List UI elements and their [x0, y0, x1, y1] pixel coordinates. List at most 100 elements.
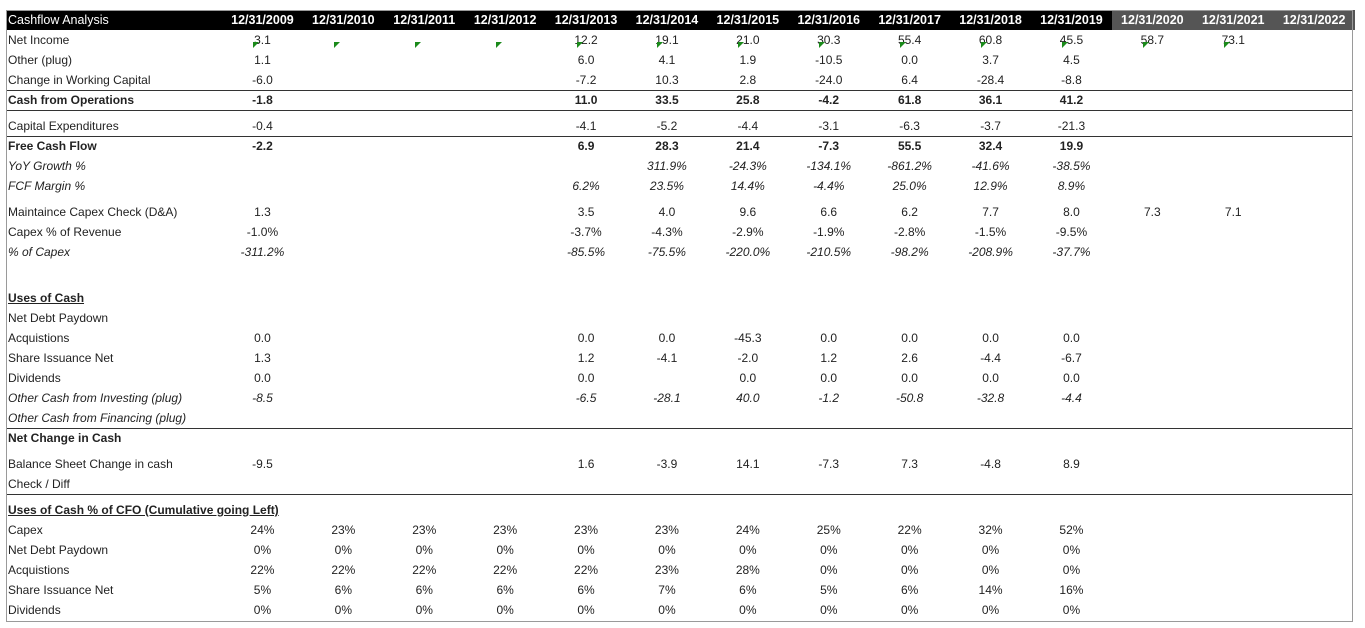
cell-net-debt-paydown-4[interactable]: 0% — [577, 543, 595, 557]
cell-net-income-7[interactable]: 30.3 — [817, 33, 841, 47]
cell-maintaince-capex-check-d-a-12[interactable]: 7.1 — [1224, 205, 1242, 219]
cell-share-issuance-net-0[interactable]: 1.3 — [254, 351, 271, 365]
cell-other-plug-9[interactable]: 3.7 — [982, 53, 999, 67]
cell-net-income-9[interactable]: 60.8 — [978, 33, 1003, 47]
cell-maintaince-capex-check-d-a-0[interactable]: 1.3 — [254, 205, 271, 219]
cell-dividends-0[interactable]: 0% — [253, 603, 272, 617]
cell-acquistions-2[interactable]: 22% — [412, 563, 437, 577]
cell-free-cash-flow-9[interactable]: 32.4 — [978, 139, 1003, 153]
cell-share-issuance-net-6[interactable]: -2.0 — [737, 351, 759, 365]
cell-share-issuance-net-1[interactable]: 6% — [334, 583, 352, 597]
cell-capex-3[interactable]: 23% — [493, 523, 518, 537]
cell-dividends-7[interactable]: 0.0 — [820, 371, 838, 385]
cell-capital-expenditures-4[interactable]: -4.1 — [575, 119, 597, 133]
cell-free-cash-flow-4[interactable]: 6.9 — [577, 139, 595, 153]
cell-yoy-growth-9[interactable]: -41.6% — [971, 159, 1010, 173]
cell-balance-sheet-change-in-cash-10[interactable]: 8.9 — [1063, 457, 1080, 471]
cell-dividends-4[interactable]: 0% — [577, 603, 595, 617]
cell-other-plug-0[interactable]: 1.1 — [254, 53, 271, 67]
cell-balance-sheet-change-in-cash-5[interactable]: -3.9 — [656, 457, 678, 471]
cell-maintaince-capex-check-d-a-9[interactable]: 7.7 — [982, 205, 999, 219]
cell-capital-expenditures-9[interactable]: -3.7 — [980, 119, 1001, 133]
cell-other-plug-4[interactable]: 6.0 — [577, 53, 595, 67]
cell-share-issuance-net-4[interactable]: 6% — [577, 583, 595, 597]
cell-share-issuance-net-0[interactable]: 5% — [253, 583, 272, 597]
cell-capex-of-revenue-10[interactable]: -9.5% — [1055, 225, 1088, 239]
cell-other-plug-6[interactable]: 1.9 — [739, 53, 757, 67]
cell-acquistions-8[interactable]: 0.0 — [901, 331, 918, 345]
cell-capital-expenditures-8[interactable]: -6.3 — [899, 119, 920, 133]
cell-other-plug-10[interactable]: 4.5 — [1063, 53, 1080, 67]
cell-capex-of-revenue-4[interactable]: -3.7% — [570, 225, 602, 239]
cell-cash-from-operations-0[interactable]: -1.8 — [252, 93, 273, 107]
cell-of-capex-9[interactable]: -208.9% — [968, 245, 1013, 259]
cell-share-issuance-net-10[interactable]: -6.7 — [1061, 351, 1082, 365]
cell-cash-from-operations-9[interactable]: 36.1 — [978, 93, 1003, 107]
cell-capex-1[interactable]: 23% — [331, 523, 356, 537]
cell-free-cash-flow-10[interactable]: 19.9 — [1059, 139, 1084, 153]
cell-of-capex-10[interactable]: -37.7% — [1052, 245, 1091, 259]
cell-acquistions-5[interactable]: 0.0 — [658, 331, 676, 345]
cell-dividends-10[interactable]: 0.0 — [1063, 371, 1080, 385]
cell-net-income-4[interactable]: 12.2 — [574, 33, 598, 47]
cell-change-in-working-capital-4[interactable]: -7.2 — [575, 73, 597, 87]
cell-share-issuance-net-9[interactable]: -4.4 — [980, 351, 1001, 365]
cell-dividends-1[interactable]: 0% — [334, 603, 352, 617]
cell-acquistions-3[interactable]: 22% — [493, 563, 518, 577]
cell-capex-9[interactable]: 32% — [978, 523, 1003, 537]
cell-free-cash-flow-5[interactable]: 28.3 — [655, 139, 679, 153]
cell-capex-of-revenue-5[interactable]: -4.3% — [651, 225, 683, 239]
cell-dividends-3[interactable]: 0% — [496, 603, 514, 617]
cell-capex-7[interactable]: 25% — [816, 523, 841, 537]
cell-acquistions-10[interactable]: 0.0 — [1063, 331, 1080, 345]
cell-balance-sheet-change-in-cash-7[interactable]: -7.3 — [818, 457, 840, 471]
cell-acquistions-6[interactable]: 28% — [735, 563, 760, 577]
cell-net-income-11[interactable]: 58.7 — [1140, 33, 1165, 47]
cell-capital-expenditures-10[interactable]: -21.3 — [1057, 119, 1086, 133]
cell-dividends-6[interactable]: 0% — [739, 603, 757, 617]
cell-dividends-2[interactable]: 0% — [415, 603, 433, 617]
cell-cash-from-operations-8[interactable]: 61.8 — [897, 93, 922, 107]
cell-cash-from-operations-6[interactable]: 25.8 — [736, 93, 760, 107]
cell-capex-6[interactable]: 24% — [735, 523, 760, 537]
cell-net-income-6[interactable]: 21.0 — [736, 33, 760, 47]
cell-capital-expenditures-5[interactable]: -5.2 — [656, 119, 678, 133]
cell-acquistions-9[interactable]: 0.0 — [982, 331, 999, 345]
cell-change-in-working-capital-7[interactable]: -24.0 — [815, 73, 843, 87]
cell-net-income-8[interactable]: 55.4 — [897, 33, 922, 47]
cell-change-in-working-capital-6[interactable]: 2.8 — [739, 73, 757, 87]
cell-share-issuance-net-8[interactable]: 2.6 — [901, 351, 918, 365]
cell-net-debt-paydown-3[interactable]: 0% — [496, 543, 514, 557]
cell-maintaince-capex-check-d-a-4[interactable]: 3.5 — [577, 205, 595, 219]
cell-free-cash-flow-0[interactable]: -2.2 — [252, 139, 273, 153]
cell-capital-expenditures-0[interactable]: -0.4 — [252, 119, 273, 133]
cell-fcf-margin-7[interactable]: -4.4% — [813, 179, 845, 193]
cell-net-debt-paydown-10[interactable]: 0% — [1062, 543, 1081, 557]
cell-of-capex-6[interactable]: -220.0% — [725, 245, 771, 259]
cell-acquistions-6[interactable]: -45.3 — [734, 331, 762, 345]
cell-dividends-7[interactable]: 0% — [820, 603, 838, 617]
cell-acquistions-0[interactable]: 22% — [250, 563, 275, 577]
cell-acquistions-8[interactable]: 0% — [900, 563, 919, 577]
cell-other-cash-from-investing-plug-10[interactable]: -4.4 — [1061, 391, 1082, 405]
cell-balance-sheet-change-in-cash-9[interactable]: -4.8 — [980, 457, 1001, 471]
cell-maintaince-capex-check-d-a-11[interactable]: 7.3 — [1143, 205, 1161, 219]
cell-balance-sheet-change-in-cash-6[interactable]: 14.1 — [736, 457, 760, 471]
cell-other-cash-from-investing-plug-4[interactable]: -6.5 — [575, 391, 597, 405]
cell-share-issuance-net-9[interactable]: 14% — [978, 583, 1003, 597]
cell-free-cash-flow-7[interactable]: -7.3 — [818, 139, 840, 153]
cell-other-cash-from-investing-plug-7[interactable]: -1.2 — [818, 391, 840, 405]
cell-acquistions-5[interactable]: 23% — [654, 563, 679, 577]
cell-of-capex-5[interactable]: -75.5% — [647, 245, 686, 259]
cell-share-issuance-net-5[interactable]: -4.1 — [656, 351, 678, 365]
cell-free-cash-flow-8[interactable]: 55.5 — [897, 139, 922, 153]
cell-share-issuance-net-7[interactable]: 1.2 — [820, 351, 838, 365]
cell-net-income-10[interactable]: 45.5 — [1059, 33, 1084, 47]
cell-yoy-growth-6[interactable]: -24.3% — [728, 159, 767, 173]
cell-maintaince-capex-check-d-a-8[interactable]: 6.2 — [901, 205, 918, 219]
cell-capital-expenditures-7[interactable]: -3.1 — [818, 119, 840, 133]
cell-dividends-9[interactable]: 0.0 — [982, 371, 999, 385]
cell-maintaince-capex-check-d-a-7[interactable]: 6.6 — [820, 205, 838, 219]
cell-capex-4[interactable]: 23% — [574, 523, 599, 537]
cell-share-issuance-net-4[interactable]: 1.2 — [577, 351, 595, 365]
